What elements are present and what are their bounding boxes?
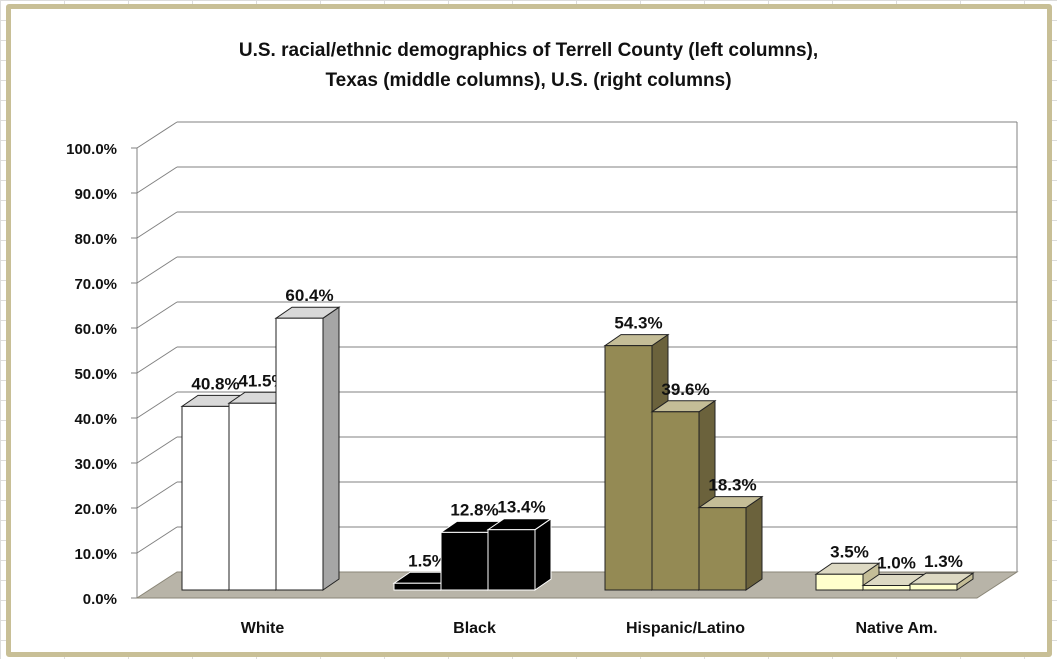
gridline-depth	[136, 256, 178, 284]
gridline-depth	[136, 526, 178, 554]
y-tick-label: 10.0%	[74, 546, 117, 563]
bar-side	[534, 517, 552, 591]
bar-side	[745, 495, 763, 591]
data-label: 18.3%	[708, 476, 756, 495]
data-label: 1.3%	[924, 552, 963, 571]
chart-title-line1: U.S. racial/ethnic demographics of Terre…	[238, 40, 819, 61]
gridline-depth	[136, 211, 178, 239]
gridline-depth	[136, 121, 178, 149]
x-tick-label: White	[241, 620, 285, 637]
bar	[228, 402, 277, 591]
bar	[181, 405, 230, 591]
data-label: 1.0%	[877, 554, 916, 573]
bar	[393, 582, 442, 591]
bar	[487, 529, 536, 591]
bar	[604, 345, 653, 591]
bar	[815, 573, 864, 591]
bar	[275, 317, 324, 591]
data-label: 54.3%	[614, 314, 662, 333]
gridline-depth	[136, 166, 178, 194]
data-label: 39.6%	[661, 380, 709, 399]
x-tick-label: Black	[453, 620, 496, 637]
x-tick-label: Native Am.	[855, 620, 937, 637]
data-label: 41.5%	[238, 371, 286, 390]
bar	[440, 531, 489, 591]
y-tick-label: 0.0%	[83, 591, 117, 608]
y-tick-label: 20.0%	[74, 501, 117, 518]
data-label: 60.4%	[285, 286, 333, 305]
data-label: 1.5%	[408, 551, 447, 570]
bar	[651, 411, 700, 591]
y-tick-label: 80.0%	[74, 231, 117, 248]
gridline-depth	[136, 301, 178, 329]
gridline-depth	[136, 391, 178, 419]
x-tick-label: Hispanic/Latino	[626, 620, 745, 637]
data-label: 13.4%	[497, 498, 545, 517]
bar	[698, 507, 747, 591]
y-tick-label: 90.0%	[74, 186, 117, 203]
gridline-depth	[136, 481, 178, 509]
bar	[862, 585, 911, 591]
bar-side	[322, 306, 340, 591]
chart-title-line2: Texas (middle columns), U.S. (right colu…	[325, 70, 732, 91]
y-tick-label: 70.0%	[74, 276, 117, 293]
y-tick-label: 40.0%	[74, 411, 117, 428]
y-tick-label: 30.0%	[74, 456, 117, 473]
y-tick-label: 50.0%	[74, 366, 117, 383]
gridline-depth	[136, 346, 178, 374]
bar	[909, 583, 958, 591]
data-label: 12.8%	[450, 500, 498, 519]
y-tick-label: 60.0%	[74, 321, 117, 338]
data-label: 3.5%	[830, 542, 869, 561]
data-label: 40.8%	[191, 374, 239, 393]
gridline-depth	[136, 436, 178, 464]
y-tick-label: 100.0%	[66, 141, 117, 158]
